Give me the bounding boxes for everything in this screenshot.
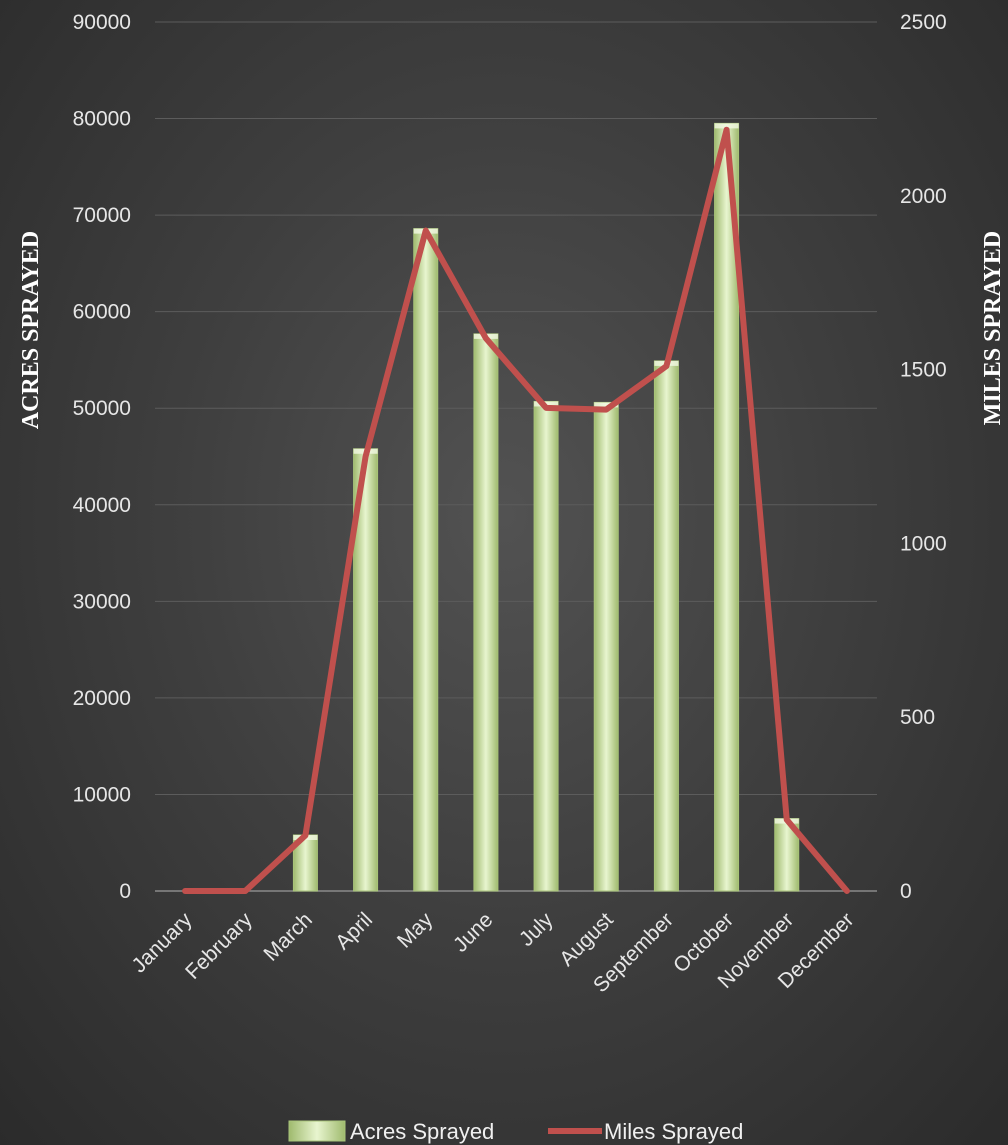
x-tick-label-march: March bbox=[259, 908, 317, 966]
y2-tick-label-500: 500 bbox=[900, 706, 935, 729]
right-axis-ticks: 0 500 1000 1500 2000 2500 bbox=[900, 11, 947, 903]
gridlines bbox=[155, 21, 877, 892]
y2-tick-label-2500: 2500 bbox=[900, 11, 947, 34]
bar-body-may bbox=[413, 228, 439, 892]
bar-cap-august bbox=[594, 402, 619, 408]
bar-september bbox=[653, 360, 679, 892]
y-tick-label-70000: 70000 bbox=[73, 204, 131, 227]
bar-body-july bbox=[533, 400, 559, 892]
bar-body-august bbox=[593, 401, 619, 892]
x-tick-label-june: June bbox=[449, 908, 497, 956]
bars bbox=[292, 122, 800, 892]
y-axis-title: ACRES SPRAYED bbox=[18, 231, 44, 430]
legend: Acres Sprayed Miles Sprayed bbox=[288, 1119, 743, 1144]
bar-body-september bbox=[653, 360, 679, 892]
y2-tick-label-2000: 2000 bbox=[900, 185, 947, 208]
y-tick-label-30000: 30000 bbox=[73, 590, 131, 613]
bar-body-november bbox=[774, 818, 800, 892]
bar-body-june bbox=[473, 333, 499, 892]
y-tick-label-60000: 60000 bbox=[73, 301, 131, 324]
miles-line bbox=[182, 126, 850, 894]
y-tick-label-20000: 20000 bbox=[73, 687, 131, 710]
y-tick-label-0: 0 bbox=[119, 880, 131, 903]
left-axis-ticks: 0 10000 20000 30000 40000 50000 60000 70000 8000… bbox=[73, 11, 131, 903]
bar-may bbox=[413, 228, 439, 892]
miles-sprayed-line bbox=[182, 126, 850, 894]
bar-cap-october bbox=[714, 123, 739, 129]
x-tick-label-may: May bbox=[393, 908, 438, 953]
bar-august bbox=[593, 401, 619, 892]
y-tick-label-80000: 80000 bbox=[73, 108, 131, 131]
x-tick-label-april: April bbox=[331, 908, 377, 954]
y2-tick-label-0: 0 bbox=[900, 880, 912, 903]
y-tick-label-50000: 50000 bbox=[73, 397, 131, 420]
y2-axis-title: MILES SPRAYED bbox=[980, 231, 1006, 426]
legend-bar-swatch bbox=[288, 1120, 346, 1142]
y-tick-label-90000: 90000 bbox=[73, 11, 131, 34]
x-tick-label-february: February bbox=[181, 908, 257, 984]
bar-june bbox=[473, 333, 499, 892]
y2-tick-label-1500: 1500 bbox=[900, 359, 947, 382]
x-tick-label-july: July bbox=[515, 908, 558, 951]
y-tick-label-10000: 10000 bbox=[73, 783, 131, 806]
y-tick-label-40000: 40000 bbox=[73, 494, 131, 517]
y2-tick-label-1000: 1000 bbox=[900, 532, 947, 555]
bar-july bbox=[533, 400, 559, 892]
legend-bar-label: Acres Sprayed bbox=[350, 1119, 494, 1144]
legend-line-label: Miles Sprayed bbox=[604, 1119, 743, 1144]
